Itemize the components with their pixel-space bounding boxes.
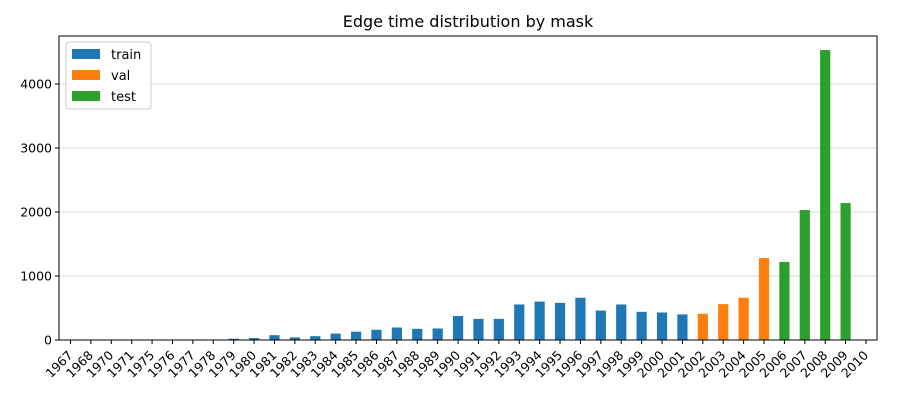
bar-train-1979 [228,338,239,340]
legend-swatch-test [72,91,100,101]
bars [65,50,851,341]
bar-train-1988 [412,328,423,340]
bar-val-2005 [758,258,770,340]
y-tick-label: 4000 [20,77,52,92]
bar-train-1983 [310,336,321,340]
x-axis: 1967196819701971197519761977197819791980… [43,340,871,381]
bar-train-1993 [514,304,525,340]
bar-train-1985 [350,331,362,340]
legend: train val test [65,41,152,110]
legend-swatch-val [72,70,100,80]
bar-test-2006 [779,261,790,340]
bar-train-1980 [248,338,260,340]
bar-val-2003 [718,304,729,340]
y-tick-label: 3000 [20,141,52,156]
bar-train-1992 [493,318,504,340]
y-tick-label: 1000 [20,269,52,284]
bar-train-1986 [371,329,382,340]
gridlines [59,83,877,277]
bar-train-1981 [269,335,280,340]
y-tick-label: 0 [44,333,52,348]
legend-label-test: test [111,90,136,105]
bar-train-1999 [636,311,647,340]
bar-train-1987 [391,327,402,340]
bar-test-2009 [840,203,851,340]
bar-val-2004 [738,297,749,340]
bar-test-2007 [799,210,810,340]
y-axis: 0 1000 2000 3000 4000 [20,77,59,348]
bar-train-1984 [330,333,341,340]
bar-train-1991 [473,318,484,340]
bar-train-2000 [656,312,668,340]
bar-train-1982 [289,337,300,340]
legend-swatch-train [72,49,100,59]
bar-train-1995 [554,302,566,340]
bar-val-2002 [697,313,708,340]
bar-train-1997 [595,310,606,340]
plot-frame [58,35,878,341]
bar-train-1996 [575,297,586,340]
legend-label-train: train [111,48,141,63]
legend-label-val: val [111,69,130,84]
bar-train-1989 [432,328,443,340]
bar-train-1990 [452,316,464,340]
bar-train-1998 [616,304,627,340]
bar-test-2008 [820,50,831,341]
bar-train-2001 [677,314,688,340]
bar-train-1994 [534,301,545,340]
y-tick-label: 2000 [20,205,52,220]
chart-title: Edge time distribution by mask [343,12,594,31]
